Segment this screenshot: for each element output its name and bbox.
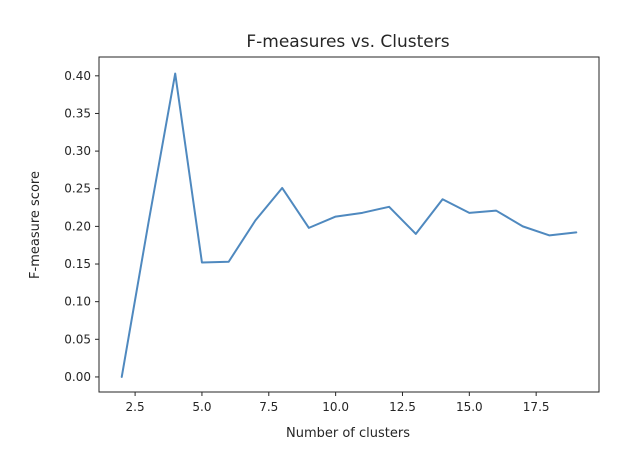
- y-tick-label: 0.15: [64, 257, 91, 271]
- series-line-0: [120, 72, 578, 378]
- axes-frame: [98, 56, 600, 393]
- x-tick-label: 17.5: [523, 400, 550, 414]
- x-tick-label: 15.0: [456, 400, 483, 414]
- y-tick-label: 0.00: [64, 370, 91, 384]
- x-tick-label: 2.5: [126, 400, 145, 414]
- y-tick-label: 0.10: [64, 295, 91, 309]
- y-tick-label: 0.30: [64, 144, 91, 158]
- chart-title: F-measures vs. Clusters: [246, 32, 449, 52]
- y-tick-label: 0.05: [64, 332, 91, 346]
- plot-area: [98, 56, 600, 393]
- y-tick-label: 0.40: [64, 69, 91, 83]
- x-axis-ticks: 2.5 5.0 7.5 10.0 12.5 15.0 17.5: [126, 392, 550, 414]
- y-tick-label: 0.35: [64, 106, 91, 120]
- x-tick-label: 10.0: [322, 400, 349, 414]
- y-axis-ticks: 0.00 0.05 0.10 0.15 0.20 0.25 0.30 0.35 0.40: [64, 69, 99, 384]
- y-axis-label: F-measure score: [28, 171, 43, 279]
- y-tick-label: 0.25: [64, 182, 91, 196]
- x-tick-label: 12.5: [389, 400, 416, 414]
- x-tick-label: 7.5: [259, 400, 278, 414]
- x-tick-label: 5.0: [192, 400, 211, 414]
- x-axis-label: Number of clusters: [286, 426, 410, 441]
- y-tick-label: 0.20: [64, 219, 91, 233]
